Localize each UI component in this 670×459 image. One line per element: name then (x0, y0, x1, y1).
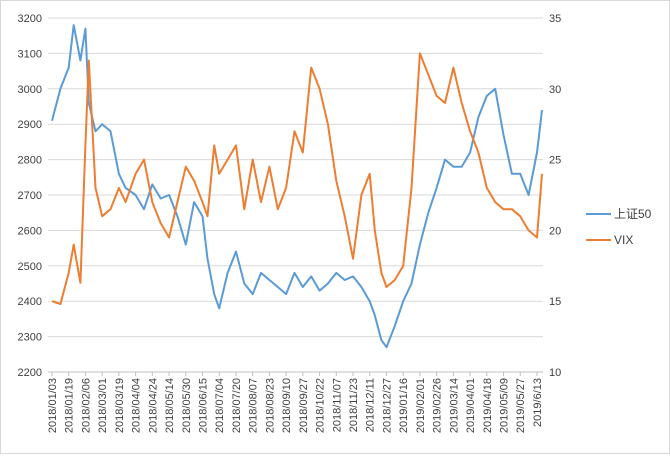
x-tick-label: 2018/05/30 (181, 378, 193, 433)
x-tick-label: 2018/01/03 (47, 378, 59, 433)
x-tick-label: 2019/02/01 (415, 378, 427, 433)
x-tick-label: 2018/06/15 (198, 378, 210, 433)
y-left-tick-label: 2900 (18, 119, 42, 131)
y-left-tick-label: 2400 (18, 296, 42, 308)
x-tick-label: 2018/09/10 (281, 378, 293, 433)
x-tick-label: 2018/03/01 (97, 378, 109, 433)
x-tick-label: 2018/04/24 (147, 378, 159, 433)
x-tick-label: 2019/04/18 (482, 378, 494, 433)
x-tick-label: 2018/03/19 (114, 378, 126, 433)
x-tick-label: 2018/09/27 (298, 378, 310, 433)
y-left-tick-label: 3100 (18, 48, 42, 60)
y-left-tick-label: 2200 (18, 367, 42, 379)
x-tick-label: 2018/01/19 (64, 378, 76, 433)
y-right-tick-label: 20 (549, 225, 561, 237)
x-tick-label: 2018/08/07 (248, 378, 260, 433)
x-tick-label: 2018/10/22 (315, 378, 327, 433)
x-tick-label: 2018/12/11 (365, 378, 377, 432)
x-tick-label: 2019/6/13 (532, 378, 544, 427)
y-right-tick-label: 25 (549, 155, 561, 167)
y-right-tick-label: 35 (549, 13, 561, 25)
x-tick-label: 2018/04/04 (131, 378, 143, 433)
y-left-tick-label: 3200 (18, 13, 42, 25)
x-tick-label: 2019/03/14 (448, 378, 460, 433)
x-tick-label: 2018/08/23 (264, 378, 276, 433)
x-tick-label: 2018/07/20 (231, 378, 243, 433)
y-left-tick-label: 2700 (18, 190, 42, 202)
y-right-tick-label: 15 (549, 296, 561, 308)
y-left-tick-label: 2600 (18, 225, 42, 237)
y-left-tick-label: 3000 (18, 84, 42, 96)
x-tick-label: 2019/02/26 (432, 378, 444, 433)
axes: 2200 2300 2400 2500 2600 2700 2800 2900 3000 3100… (18, 13, 562, 433)
legend-entry: 上证50 (614, 207, 652, 221)
series-line-sse50 (51, 24, 543, 349)
legend: 上证50 VIX (586, 207, 652, 247)
y-left-tick-label: 2800 (18, 155, 42, 167)
x-tick-label: 2018/07/04 (214, 378, 226, 433)
x-tick-label: 2019/04/01 (465, 378, 477, 433)
x-tick-label: 2018/05/14 (164, 378, 176, 433)
y-left-tick-label: 2300 (18, 332, 42, 344)
x-tick-label: 2019/05/27 (515, 378, 527, 433)
y-right-tick-label: 10 (549, 367, 561, 379)
x-tick-label: 2018/11/23 (348, 378, 360, 432)
x-tick-label: 2018/12/27 (381, 378, 393, 433)
x-tick-label: 2018/02/06 (80, 378, 92, 433)
x-tick-label: 2019/01/16 (398, 378, 410, 433)
x-tick-label: 2018/11/07 (331, 378, 343, 432)
series-lines (51, 24, 543, 349)
y-left-tick-label: 2500 (18, 261, 42, 273)
series-line-vix (51, 52, 543, 305)
y-right-tick-label: 30 (549, 84, 561, 96)
legend-entry: VIX (614, 233, 633, 247)
x-tick-label: 2019/05/09 (499, 378, 511, 433)
